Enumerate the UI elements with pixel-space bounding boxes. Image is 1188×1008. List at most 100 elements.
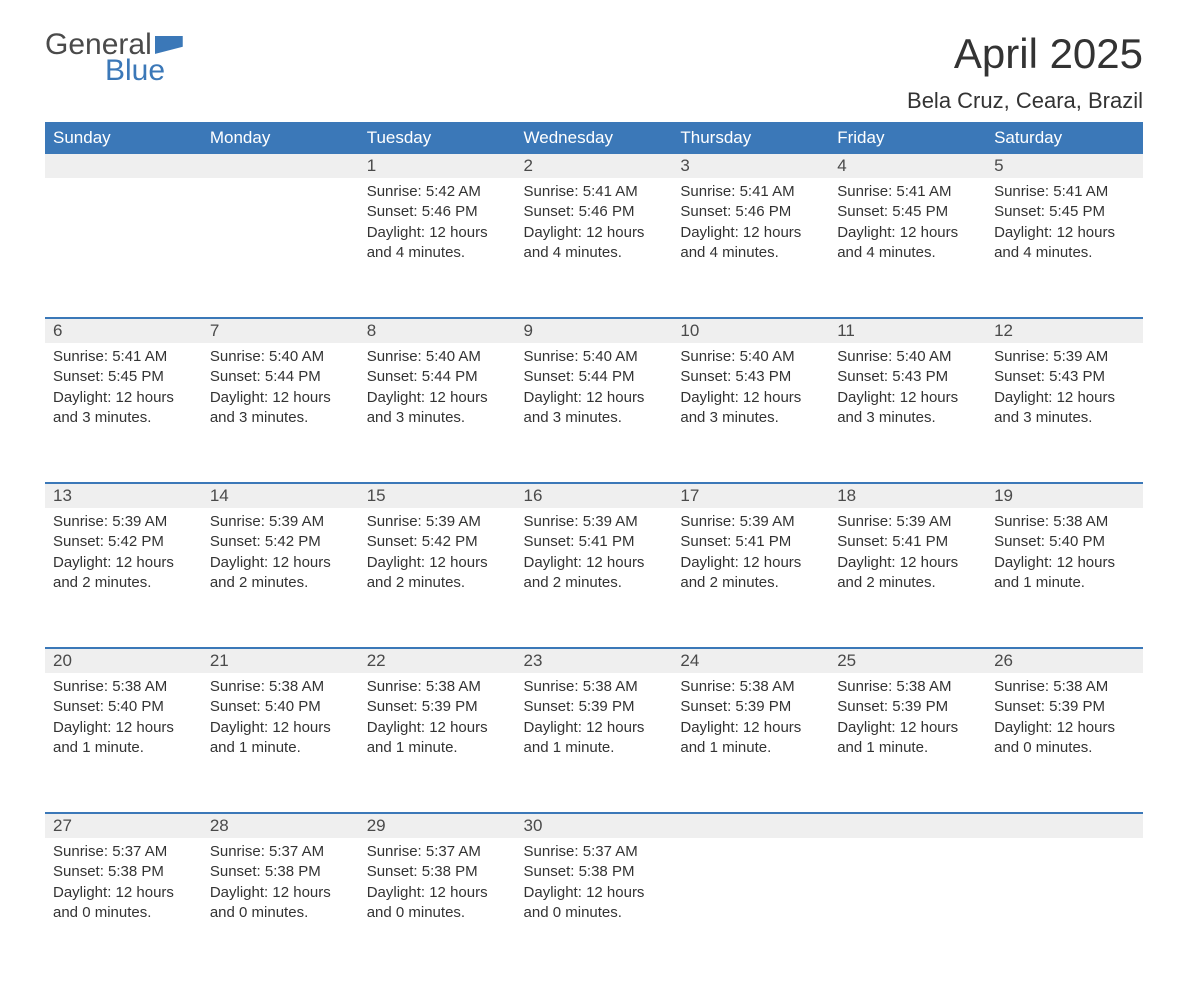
sunrise-line: Sunrise: 5:37 AM	[367, 842, 508, 862]
sunrise-label: Sunrise:	[367, 843, 426, 860]
day-header: Friday	[829, 122, 986, 154]
sunset-label: Sunset:	[994, 533, 1049, 550]
sunrise-line: Sunrise: 5:37 AM	[210, 842, 351, 862]
sunset-label: Sunset:	[524, 368, 579, 385]
daylight-line: Daylight: 12 hours and 2 minutes.	[680, 553, 821, 594]
day-number-cell: 13	[45, 483, 202, 508]
day-content-cell: Sunrise: 5:40 AMSunset: 5:43 PMDaylight:…	[672, 343, 829, 483]
daylight-line: Daylight: 12 hours and 1 minute.	[994, 553, 1135, 594]
day-content-cell: Sunrise: 5:40 AMSunset: 5:44 PMDaylight:…	[359, 343, 516, 483]
sunset-line: Sunset: 5:42 PM	[53, 532, 194, 552]
sunrise-line: Sunrise: 5:38 AM	[837, 677, 978, 697]
sunrise-line: Sunrise: 5:40 AM	[837, 347, 978, 367]
daylight-line: Daylight: 12 hours and 0 minutes.	[367, 883, 508, 924]
day-content-cell: Sunrise: 5:41 AMSunset: 5:45 PMDaylight:…	[45, 343, 202, 483]
sunrise-value: 5:40 AM	[269, 348, 324, 365]
sunset-value: 5:40 PM	[265, 698, 321, 715]
sunrise-value: 5:38 AM	[1053, 678, 1108, 695]
sunset-value: 5:43 PM	[892, 368, 948, 385]
sunset-line: Sunset: 5:39 PM	[994, 697, 1135, 717]
sunset-line: Sunset: 5:46 PM	[680, 202, 821, 222]
sunrise-value: 5:38 AM	[583, 678, 638, 695]
sunset-value: 5:38 PM	[422, 863, 478, 880]
sunset-line: Sunset: 5:38 PM	[210, 862, 351, 882]
sunset-line: Sunset: 5:45 PM	[837, 202, 978, 222]
day-number-cell: 19	[986, 483, 1143, 508]
daylight-line: Daylight: 12 hours and 4 minutes.	[680, 223, 821, 264]
sunset-label: Sunset:	[680, 203, 735, 220]
daylight-line: Daylight: 12 hours and 2 minutes.	[837, 553, 978, 594]
daylight-label: Daylight:	[680, 224, 743, 241]
sunset-line: Sunset: 5:39 PM	[680, 697, 821, 717]
sunrise-value: 5:37 AM	[583, 843, 638, 860]
day-number-cell: 9	[516, 318, 673, 343]
sunrise-label: Sunrise:	[53, 348, 112, 365]
day-content-cell: Sunrise: 5:40 AMSunset: 5:43 PMDaylight:…	[829, 343, 986, 483]
sunset-line: Sunset: 5:43 PM	[680, 367, 821, 387]
sunrise-line: Sunrise: 5:40 AM	[680, 347, 821, 367]
day-content-cell: Sunrise: 5:37 AMSunset: 5:38 PMDaylight:…	[202, 838, 359, 978]
week-daynum-row: 20212223242526	[45, 648, 1143, 673]
sunrise-label: Sunrise:	[994, 348, 1053, 365]
sunset-value: 5:39 PM	[422, 698, 478, 715]
sunset-value: 5:44 PM	[422, 368, 478, 385]
day-number-cell: 26	[986, 648, 1143, 673]
sunset-value: 5:42 PM	[108, 533, 164, 550]
sunrise-label: Sunrise:	[680, 513, 739, 530]
sunrise-value: 5:42 AM	[426, 183, 481, 200]
sunset-label: Sunset:	[680, 368, 735, 385]
sunrise-value: 5:38 AM	[269, 678, 324, 695]
sunrise-value: 5:39 AM	[426, 513, 481, 530]
day-content-cell: Sunrise: 5:38 AMSunset: 5:40 PMDaylight:…	[202, 673, 359, 813]
sunrise-line: Sunrise: 5:42 AM	[367, 182, 508, 202]
day-number-cell: 12	[986, 318, 1143, 343]
daylight-label: Daylight:	[680, 554, 743, 571]
sunrise-label: Sunrise:	[210, 843, 269, 860]
day-number-cell	[45, 154, 202, 178]
sunrise-label: Sunrise:	[53, 843, 112, 860]
sunset-value: 5:43 PM	[1049, 368, 1105, 385]
sunrise-value: 5:37 AM	[426, 843, 481, 860]
sunset-label: Sunset:	[367, 368, 422, 385]
daylight-label: Daylight:	[367, 554, 430, 571]
sunrise-line: Sunrise: 5:39 AM	[994, 347, 1135, 367]
day-content-cell	[986, 838, 1143, 978]
sunrise-label: Sunrise:	[367, 183, 426, 200]
sunrise-line: Sunrise: 5:38 AM	[53, 677, 194, 697]
daylight-label: Daylight:	[680, 719, 743, 736]
daylight-label: Daylight:	[53, 554, 116, 571]
sunset-label: Sunset:	[53, 863, 108, 880]
sunrise-value: 5:39 AM	[896, 513, 951, 530]
day-number-cell	[202, 154, 359, 178]
sunset-value: 5:38 PM	[265, 863, 321, 880]
daylight-line: Daylight: 12 hours and 3 minutes.	[837, 388, 978, 429]
daylight-label: Daylight:	[53, 389, 116, 406]
sunset-line: Sunset: 5:44 PM	[524, 367, 665, 387]
daylight-line: Daylight: 12 hours and 4 minutes.	[837, 223, 978, 264]
sunrise-line: Sunrise: 5:41 AM	[524, 182, 665, 202]
sunset-value: 5:39 PM	[579, 698, 635, 715]
day-number-cell: 28	[202, 813, 359, 838]
sunrise-line: Sunrise: 5:38 AM	[210, 677, 351, 697]
day-number-cell: 6	[45, 318, 202, 343]
day-number-cell: 20	[45, 648, 202, 673]
logo-word2: Blue	[105, 56, 165, 86]
sunset-value: 5:42 PM	[422, 533, 478, 550]
daylight-line: Daylight: 12 hours and 1 minute.	[680, 718, 821, 759]
sunset-line: Sunset: 5:39 PM	[837, 697, 978, 717]
daylight-line: Daylight: 12 hours and 3 minutes.	[210, 388, 351, 429]
sunset-label: Sunset:	[680, 533, 735, 550]
daylight-label: Daylight:	[837, 554, 900, 571]
daylight-label: Daylight:	[524, 224, 587, 241]
page-title: April 2025	[907, 30, 1143, 78]
header: General Blue April 2025 Bela Cruz, Ceara…	[45, 30, 1143, 114]
sunrise-line: Sunrise: 5:41 AM	[837, 182, 978, 202]
sunrise-label: Sunrise:	[210, 678, 269, 695]
week-content-row: Sunrise: 5:41 AMSunset: 5:45 PMDaylight:…	[45, 343, 1143, 483]
sunset-value: 5:45 PM	[1049, 203, 1105, 220]
location-text: Bela Cruz, Ceara, Brazil	[907, 88, 1143, 114]
sunrise-label: Sunrise:	[524, 348, 583, 365]
sunset-label: Sunset:	[837, 533, 892, 550]
sunset-line: Sunset: 5:44 PM	[210, 367, 351, 387]
day-number-cell	[672, 813, 829, 838]
